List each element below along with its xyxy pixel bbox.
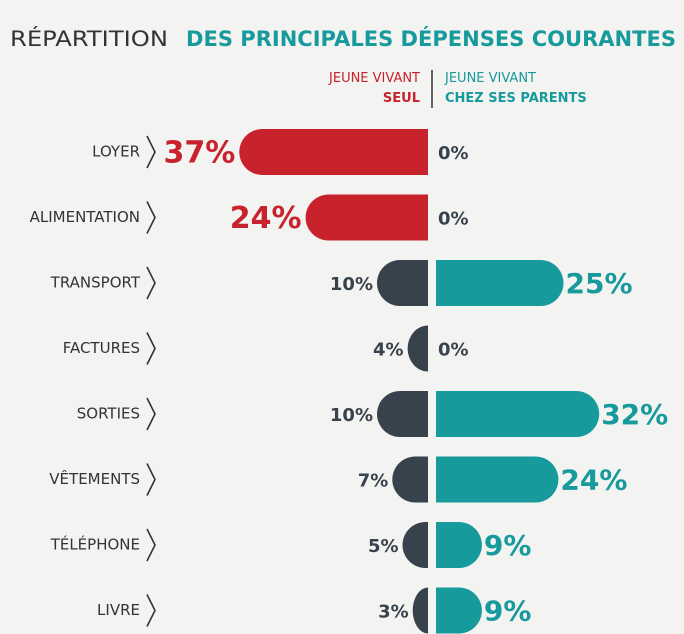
category-label: SORTIES bbox=[77, 405, 140, 423]
category-label: TRANSPORT bbox=[50, 274, 141, 292]
category-label: TÉLÉPHONE bbox=[50, 535, 140, 554]
bar bbox=[305, 194, 428, 241]
value-label: 0% bbox=[438, 209, 469, 230]
value-label: 25% bbox=[566, 267, 633, 300]
category-label: FACTURES bbox=[63, 339, 140, 357]
value-label: 7% bbox=[358, 471, 389, 492]
chevron bbox=[146, 463, 156, 496]
chevron bbox=[146, 332, 156, 365]
value-label: 32% bbox=[601, 398, 668, 431]
category-label: VÊTEMENTS bbox=[49, 469, 140, 488]
bar bbox=[436, 456, 559, 503]
value-label: 37% bbox=[163, 136, 235, 171]
bar bbox=[377, 260, 428, 306]
chevron bbox=[146, 201, 156, 234]
category-label: LOYER bbox=[92, 143, 140, 161]
chevron bbox=[146, 528, 156, 562]
chevron bbox=[146, 397, 156, 431]
value-label: 10% bbox=[330, 274, 373, 295]
chevron bbox=[146, 266, 156, 300]
value-label: 10% bbox=[330, 405, 373, 426]
value-label: 5% bbox=[368, 536, 399, 557]
bar bbox=[239, 129, 428, 175]
chart-title: DES PRINCIPALES DÉPENSES COURANTES bbox=[186, 26, 676, 51]
legend-entry: JEUNE VIVANT CHEZ SES PARENTS bbox=[444, 71, 587, 106]
value-label: 24% bbox=[230, 201, 302, 236]
value-label: 24% bbox=[560, 464, 627, 497]
chart-title: RÉPARTITION bbox=[10, 26, 168, 51]
legend-entry: JEUNE VIVANT SEUL bbox=[328, 71, 420, 106]
category-label: LIVRE bbox=[97, 601, 140, 619]
bar bbox=[407, 325, 428, 372]
value-label: 9% bbox=[484, 529, 532, 562]
chevron bbox=[146, 594, 156, 627]
bar bbox=[436, 391, 600, 437]
value-label: 4% bbox=[373, 340, 404, 361]
bar bbox=[377, 391, 428, 437]
category-label: ALIMENTATION bbox=[30, 208, 140, 226]
chevron bbox=[146, 135, 156, 169]
bar bbox=[436, 260, 564, 306]
value-label: 0% bbox=[438, 143, 469, 164]
value-label: 0% bbox=[438, 340, 469, 361]
bar bbox=[436, 522, 482, 568]
bar bbox=[412, 587, 428, 634]
bar bbox=[392, 456, 428, 503]
bar bbox=[402, 522, 428, 568]
value-label: 9% bbox=[484, 595, 532, 628]
bar bbox=[436, 587, 482, 634]
value-label: 3% bbox=[378, 602, 409, 623]
